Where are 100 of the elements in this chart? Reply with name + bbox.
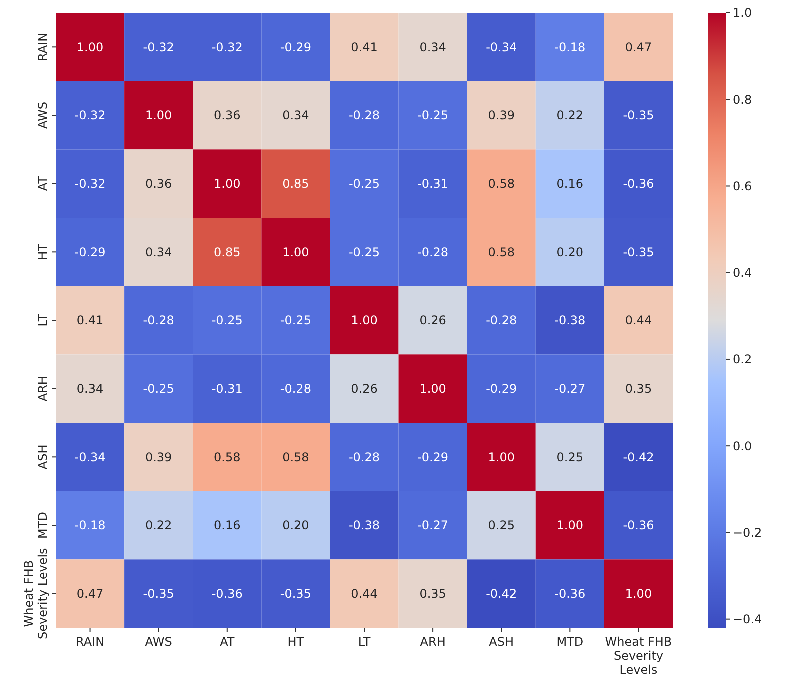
x-tick-label: AT: [220, 635, 236, 649]
data-label: -0.32: [143, 40, 174, 54]
data-label: -0.25: [418, 108, 449, 123]
data-label: -0.34: [486, 40, 518, 54]
data-label: -0.27: [554, 382, 586, 396]
x-tick-label: MTD: [556, 635, 584, 649]
data-label: -0.38: [554, 314, 586, 328]
data-label: 0.58: [488, 245, 515, 260]
color-bar-label: 0.8: [733, 92, 752, 107]
color-bar-label: −0.4: [733, 612, 762, 627]
data-label: 0.36: [214, 108, 241, 123]
data-label: -0.34: [74, 450, 106, 464]
data-label: 1.00: [420, 382, 446, 396]
data-label: 0.85: [214, 245, 241, 260]
x-tick-label: ARH: [420, 635, 446, 649]
data-label: -0.32: [74, 177, 106, 192]
data-label: 0.47: [76, 587, 104, 602]
data-label: -0.28: [280, 382, 312, 396]
data-label: -0.35: [280, 587, 312, 602]
data-label: 0.44: [351, 587, 378, 602]
data-label: -0.29: [418, 450, 449, 464]
data-label: 0.26: [351, 382, 378, 396]
data-label: -0.25: [280, 314, 312, 328]
x-tick-label: RAIN: [76, 635, 105, 649]
x-tick-label: LT: [358, 635, 372, 649]
data-label: 1.00: [351, 314, 378, 328]
data-label: 0.41: [76, 314, 104, 328]
data-label: -0.18: [554, 40, 586, 54]
y-tick-label: ASH: [36, 444, 50, 470]
y-tick-label: ARH: [36, 376, 50, 402]
y-tick-label: AT: [36, 176, 50, 192]
color-bar-label: 1.0: [733, 6, 752, 20]
data-label: -0.38: [348, 518, 380, 533]
data-label: -0.35: [623, 108, 654, 123]
data-label: 1.00: [625, 587, 652, 602]
data-label: 0.44: [625, 314, 652, 328]
data-label: -0.31: [212, 382, 243, 396]
data-label: -0.36: [212, 587, 243, 602]
data-label: 0.34: [282, 108, 310, 123]
data-label: 0.34: [420, 40, 446, 54]
data-label: 0.58: [282, 450, 310, 464]
data-label: 0.35: [625, 382, 652, 396]
data-label: 1.00: [214, 177, 241, 192]
data-label: -0.25: [212, 314, 243, 328]
x-tick-label: ASH: [489, 635, 514, 649]
data-label: -0.36: [623, 177, 654, 192]
data-label: 0.25: [556, 450, 584, 464]
data-label: 0.16: [214, 518, 241, 533]
data-label: 0.20: [556, 245, 584, 260]
data-label: -0.32: [212, 40, 243, 54]
data-label: -0.36: [623, 518, 654, 533]
data-label: -0.28: [486, 314, 518, 328]
data-label: 0.34: [145, 245, 172, 260]
color-bar-label: 0.2: [733, 352, 752, 367]
data-label: -0.29: [280, 40, 312, 54]
data-label: 1.00: [145, 108, 172, 123]
data-label: -0.42: [486, 587, 518, 602]
data-label: -0.35: [623, 245, 654, 260]
data-label: 0.41: [351, 40, 378, 54]
data-label: 0.16: [556, 177, 584, 192]
y-tick-label: MTD: [36, 512, 50, 539]
color-bar-label: 0.4: [733, 266, 752, 280]
data-label: -0.36: [554, 587, 586, 602]
data-label: 0.34: [76, 382, 104, 396]
data-label: -0.28: [348, 108, 380, 123]
data-label: 1.00: [556, 518, 584, 533]
data-label: -0.25: [348, 245, 380, 260]
data-label: 0.47: [625, 40, 652, 54]
data-label: 1.00: [488, 450, 515, 464]
data-label: -0.25: [143, 382, 174, 396]
data-label: 0.22: [556, 108, 584, 123]
x-tick-label: AWS: [145, 635, 172, 649]
data-label: -0.28: [348, 450, 380, 464]
data-label: 0.25: [488, 518, 515, 533]
data-label: -0.28: [418, 245, 449, 260]
data-label: 0.58: [488, 177, 515, 192]
data-label: -0.27: [418, 518, 449, 533]
data-label: -0.18: [74, 518, 106, 533]
data-label: -0.29: [486, 382, 518, 396]
data-label: -0.32: [74, 108, 106, 123]
data-label: 0.58: [214, 450, 241, 464]
x-tick-label: HT: [288, 635, 305, 649]
data-label: 0.22: [145, 518, 172, 533]
y-tick-label: HT: [36, 243, 50, 260]
data-label: 0.36: [145, 177, 172, 192]
y-tick-label: LT: [36, 314, 50, 327]
data-label: 0.39: [488, 108, 515, 123]
data-label: -0.31: [418, 177, 449, 192]
data-label: -0.42: [623, 450, 654, 464]
data-label: 0.20: [282, 518, 310, 533]
data-label: 1.00: [76, 40, 104, 54]
data-label: 0.26: [420, 314, 446, 328]
data-label: 0.39: [145, 450, 172, 464]
data-label: -0.25: [348, 177, 380, 192]
data-label: -0.28: [143, 314, 174, 328]
y-tick-label: AWS: [36, 102, 50, 130]
data-label: 0.35: [420, 587, 446, 602]
x-tick-label: Wheat FHB Severity Levels: [605, 635, 672, 677]
y-tick-label: RAIN: [36, 32, 50, 62]
data-label: 0.85: [282, 177, 310, 192]
